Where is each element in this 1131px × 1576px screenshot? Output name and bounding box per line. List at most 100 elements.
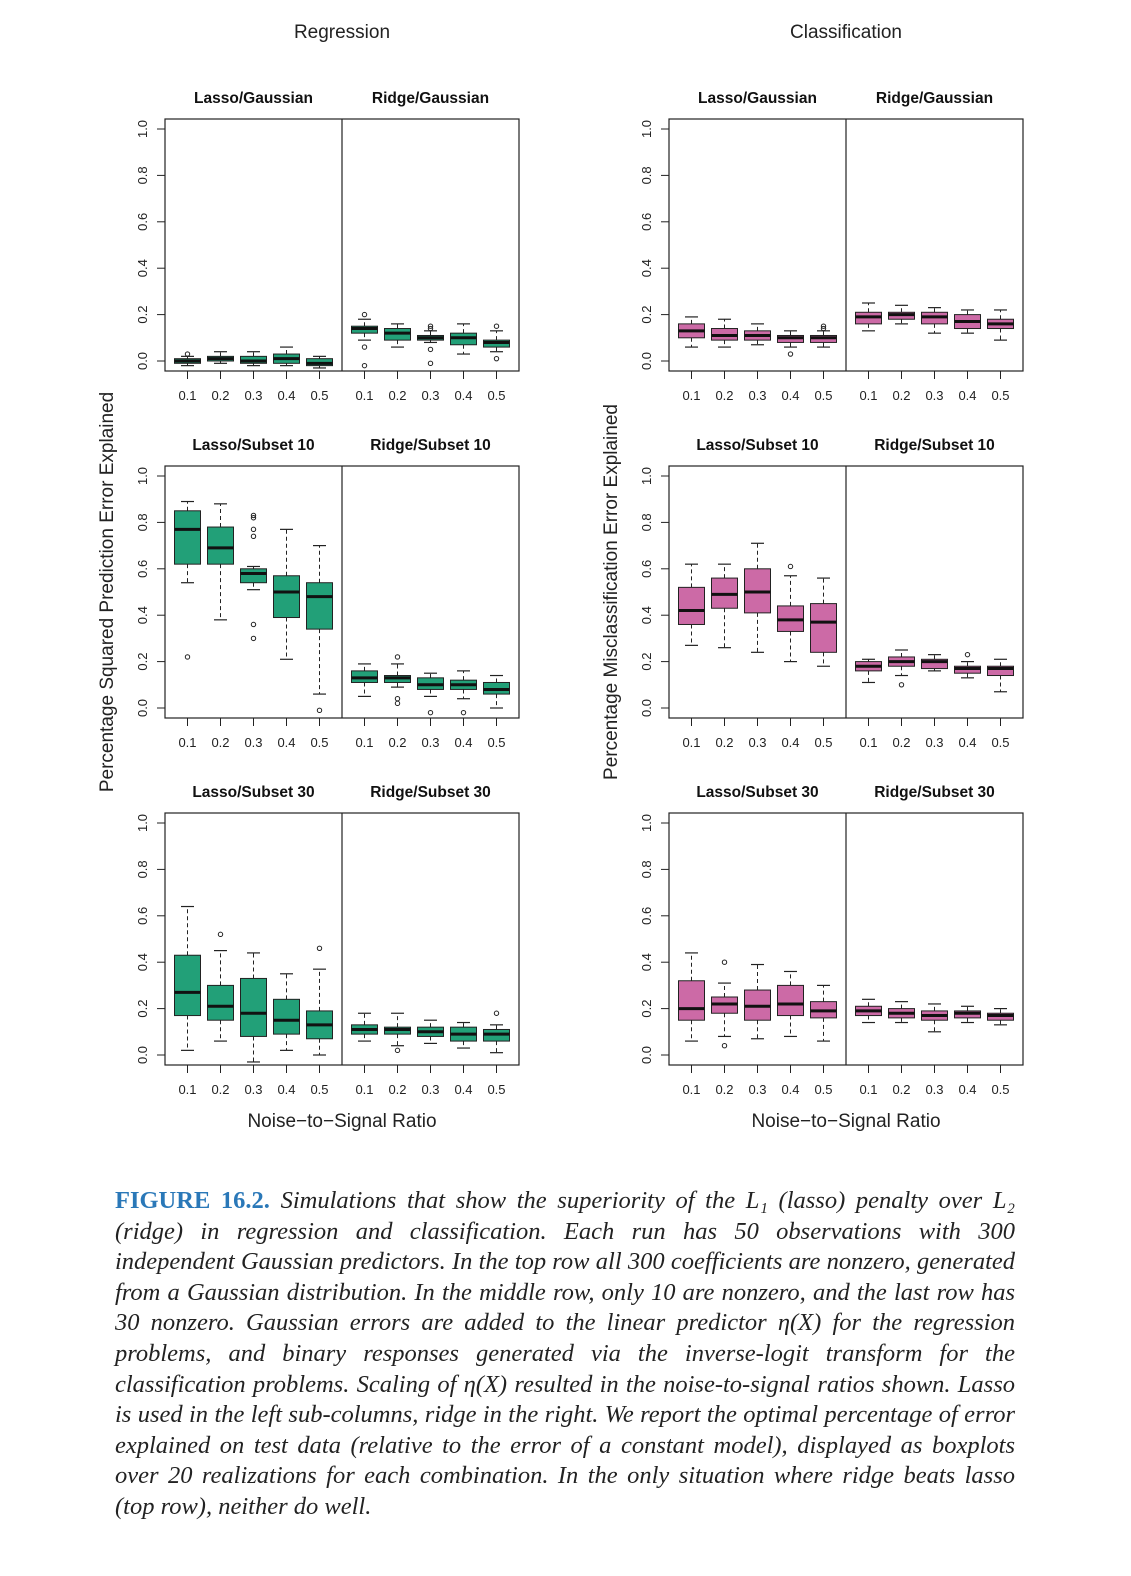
box-0.5	[810, 984, 837, 1042]
panel-ridge-subset-30-regression: Ridge/Subset 30 0.1 0.2 0.3 0.4 0.5	[351, 784, 510, 1097]
box-iqr	[207, 984, 234, 1021]
outlier-point	[898, 682, 905, 688]
outlier-point	[217, 931, 224, 938]
panel-title: Lasso/Subset 30	[696, 784, 818, 801]
y-tick-label: 0.4	[639, 259, 654, 277]
y-tick-label: 0.8	[135, 166, 150, 184]
x-tick-label: 0.4	[277, 1082, 295, 1097]
y-tick-label: 1.0	[639, 467, 654, 485]
box-0.5	[306, 355, 333, 369]
x-tick-label: 0.1	[355, 735, 373, 750]
x-tick-label: 0.1	[682, 735, 700, 750]
box-0.3	[921, 654, 948, 672]
box-0.4	[954, 309, 981, 334]
y-tick-group: 0.4	[639, 953, 654, 971]
box-0.3	[744, 542, 771, 653]
panel-title: Lasso/Subset 10	[696, 437, 818, 454]
box-0.3	[744, 323, 771, 346]
box-iqr	[810, 603, 837, 653]
x-tick-label: 0.3	[244, 1082, 262, 1097]
outlier-point	[493, 355, 500, 362]
x-tick-label: 0.1	[859, 388, 877, 403]
box-0.1	[351, 311, 378, 369]
y-tick-label: 0.0	[135, 1046, 150, 1064]
box-iqr	[921, 658, 948, 670]
y-tick-group: 0.2	[135, 653, 150, 671]
box-iqr	[174, 510, 201, 565]
y-tick-label: 0.2	[135, 306, 150, 324]
outlier-point	[250, 621, 257, 628]
x-tick-label: 0.2	[892, 1082, 910, 1097]
x-tick-label: 0.4	[958, 388, 976, 403]
box-0.2	[888, 649, 915, 688]
box-0.2	[711, 959, 738, 1049]
panel-title: Ridge/Subset 30	[874, 784, 995, 801]
y-tick-label: 1.0	[639, 814, 654, 832]
outlier-point	[250, 512, 257, 519]
x-tick-label: 0.4	[454, 1082, 472, 1097]
box-iqr	[306, 582, 333, 630]
y-tick-label: 0.0	[639, 352, 654, 370]
y-tick-group: 0.8	[135, 860, 150, 878]
y-tick-group: 0.0	[135, 1046, 150, 1064]
caption-text: Simulations that show the superiority of…	[115, 1187, 1015, 1520]
x-tick-label: 0.2	[211, 1082, 229, 1097]
panel-ridge-gaussian-regression: Ridge/Gaussian 0.1 0.2 0.3 0.4 0.5	[351, 90, 510, 403]
outlier-point	[361, 344, 368, 350]
y-tick-group: 1.0	[135, 814, 150, 832]
figure-boxplots: Regression Classification Percentage Squar…	[97, 22, 1024, 1132]
outlier-point	[427, 323, 434, 329]
box-iqr	[678, 980, 705, 1021]
box-iqr	[240, 977, 267, 1037]
y-tick-label: 0.2	[135, 1000, 150, 1018]
figure-caption: FIGURE 16.2. Simulations that show the s…	[115, 1186, 1015, 1523]
box-0.4	[450, 670, 477, 716]
box-0.1	[855, 658, 882, 684]
x-tick-label: 0.5	[814, 388, 832, 403]
y-tick-group: 1.0	[639, 467, 654, 485]
y-tick-group: 0.2	[639, 1000, 654, 1018]
x-tick-label: 0.1	[682, 388, 700, 403]
outlier-point	[184, 654, 191, 660]
box-0.4	[954, 1005, 981, 1024]
x-tick-label: 0.4	[454, 388, 472, 403]
box-0.5	[987, 309, 1014, 341]
x-tick-label: 0.2	[892, 735, 910, 750]
y-tick-group: 0.6	[135, 907, 150, 925]
box-0.1	[678, 316, 705, 348]
y-tick-label: 0.2	[639, 306, 654, 324]
outlier-point	[394, 696, 401, 702]
x-tick-label: 0.2	[715, 1082, 733, 1097]
x-tick-label: 0.5	[487, 1082, 505, 1097]
panel-ridge-subset-10-regression: Ridge/Subset 10 0.1 0.2 0.3 0.4 0.5	[351, 437, 510, 750]
box-0.5	[810, 323, 837, 348]
outlier-point	[721, 959, 728, 965]
y-tick-group: 1.0	[639, 814, 654, 832]
panel-title: Lasso/Subset 10	[192, 437, 314, 454]
panel-title: Lasso/Subset 30	[192, 784, 314, 801]
panel-title: Ridge/Subset 10	[370, 437, 491, 454]
box-0.2	[207, 503, 234, 621]
panel-lasso-gaussian-classification: Lasso/Gaussian 0.1 0.2 0.3 0.4 0.5	[678, 90, 837, 403]
y-tick-group: 0.4	[639, 606, 654, 624]
y-tick-group: 0.4	[135, 259, 150, 277]
panel-lasso-subset-30-classification: Lasso/Subset 30 0.1 0.2 0.3 0.4 0.5	[678, 784, 837, 1097]
panel-ridge-subset-10-classification: Ridge/Subset 10 0.1 0.2 0.3 0.4 0.5	[855, 437, 1014, 750]
y-tick-label: 1.0	[639, 120, 654, 138]
y-tick-group: 0.8	[639, 513, 654, 531]
box-iqr	[174, 954, 201, 1017]
panel-ridge-gaussian-classification: Ridge/Gaussian 0.1 0.2 0.3 0.4 0.5	[855, 90, 1014, 403]
box-0.4	[450, 1021, 477, 1049]
outlier-point	[427, 709, 434, 716]
x-tick-label: 0.5	[310, 388, 328, 403]
box-0.2	[384, 1012, 411, 1054]
box-0.2	[207, 931, 234, 1042]
y-tick-group: 0.0	[135, 352, 150, 370]
box-0.5	[810, 577, 837, 667]
box-0.4	[273, 973, 300, 1051]
x-tick-label: 0.5	[991, 388, 1009, 403]
outlier-point	[460, 709, 467, 716]
box-0.2	[711, 318, 738, 348]
x-tick-label: 0.4	[277, 388, 295, 403]
x-tick-label: 0.5	[310, 1082, 328, 1097]
